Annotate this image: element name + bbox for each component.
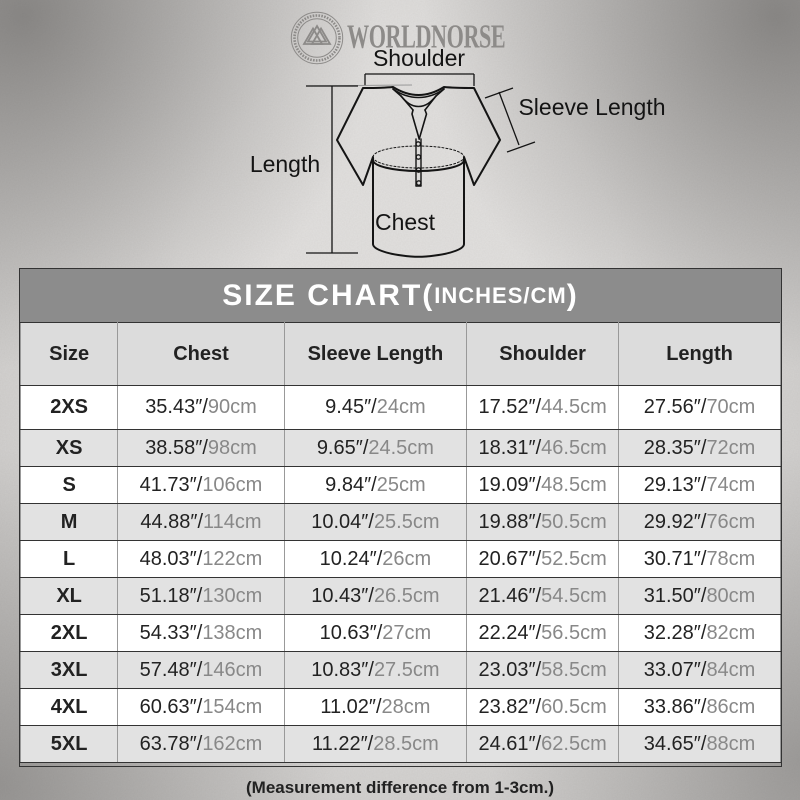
svg-text:Shoulder: Shoulder [373, 45, 465, 71]
svg-text:Sleeve Length: Sleeve Length [518, 94, 665, 120]
svg-text:Chest: Chest [375, 209, 436, 235]
svg-text:Length: Length [250, 151, 320, 177]
